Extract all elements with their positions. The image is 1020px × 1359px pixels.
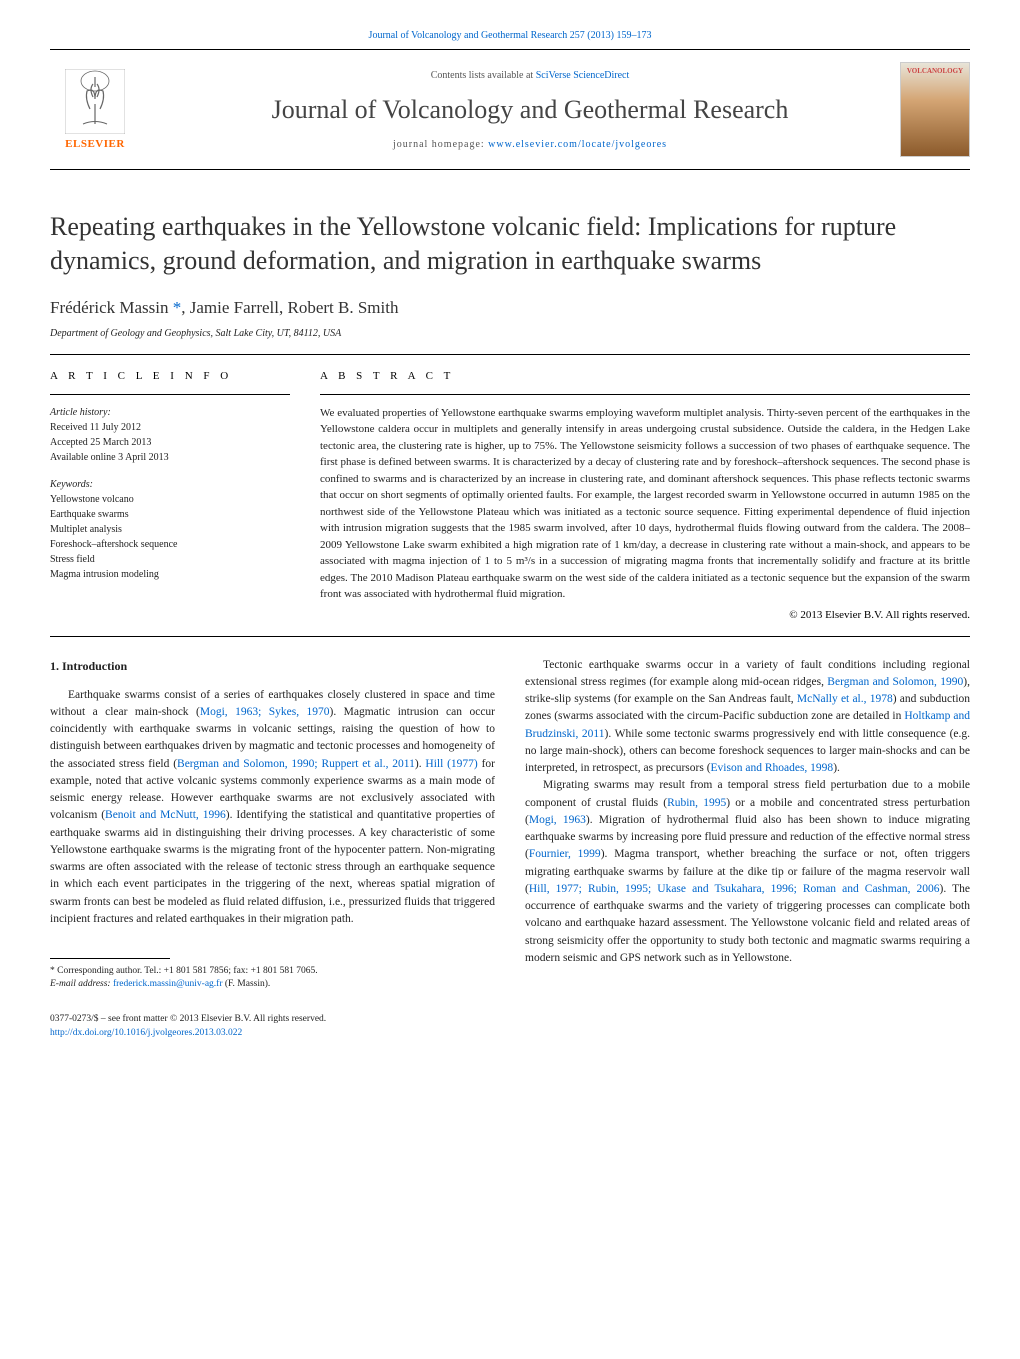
citation-link[interactable]: Mogi, 1963 bbox=[529, 814, 586, 826]
homepage-url[interactable]: www.elsevier.com/locate/jvolgeores bbox=[488, 139, 667, 150]
journal-ref-anchor[interactable]: Journal of Volcanology and Geothermal Re… bbox=[369, 30, 652, 41]
corresponding-author-line: * Corresponding author. Tel.: +1 801 581… bbox=[50, 965, 495, 978]
text-span: ). bbox=[415, 758, 426, 770]
journal-cover-thumb: VOLCANOLOGY bbox=[900, 62, 970, 157]
homepage-prefix: journal homepage: bbox=[393, 139, 488, 150]
accepted-date: Accepted 25 March 2013 bbox=[50, 435, 290, 450]
keyword-item: Earthquake swarms bbox=[50, 507, 290, 522]
citation-link[interactable]: Mogi, 1963; Sykes, 1970 bbox=[200, 706, 330, 718]
journal-homepage: journal homepage: www.elsevier.com/locat… bbox=[160, 139, 900, 150]
elsevier-tree-icon bbox=[65, 69, 125, 134]
publisher-logo: ELSEVIER bbox=[50, 62, 140, 157]
author-1: Frédérick Massin bbox=[50, 298, 173, 317]
doi-link[interactable]: http://dx.doi.org/10.1016/j.jvolgeores.2… bbox=[50, 1028, 242, 1038]
info-divider bbox=[50, 394, 290, 395]
divider-top bbox=[50, 354, 970, 355]
corresponding-footnote: * Corresponding author. Tel.: +1 801 581… bbox=[50, 965, 495, 992]
article-history: Article history: Received 11 July 2012 A… bbox=[50, 405, 290, 465]
article-title: Repeating earthquakes in the Yellowstone… bbox=[50, 210, 970, 278]
right-column: Tectonic earthquake swarms occur in a va… bbox=[525, 657, 970, 1041]
received-date: Received 11 July 2012 bbox=[50, 420, 290, 435]
keyword-item: Foreshock–aftershock sequence bbox=[50, 537, 290, 552]
sciencedirect-link[interactable]: SciVerse ScienceDirect bbox=[536, 70, 630, 81]
available-date: Available online 3 April 2013 bbox=[50, 450, 290, 465]
keyword-item: Yellowstone volcano bbox=[50, 492, 290, 507]
issn-line: 0377-0273/$ – see front matter © 2013 El… bbox=[50, 1012, 495, 1026]
bottom-matter: 0377-0273/$ – see front matter © 2013 El… bbox=[50, 1012, 495, 1041]
abstract-heading: A B S T R A C T bbox=[320, 370, 970, 382]
citation-link[interactable]: Rubin, 1995 bbox=[667, 797, 726, 809]
abstract-divider bbox=[320, 394, 970, 395]
email-label: E-mail address: bbox=[50, 979, 113, 989]
citation-link[interactable]: Hill, 1977; Rubin, 1995; Ukase and Tsuka… bbox=[529, 883, 940, 895]
citation-link[interactable]: McNally et al., 1978 bbox=[797, 693, 893, 705]
body-columns: 1. Introduction Earthquake swarms consis… bbox=[50, 657, 970, 1041]
keywords-label: Keywords: bbox=[50, 477, 290, 492]
header-box: ELSEVIER Contents lists available at Sci… bbox=[50, 49, 970, 170]
intro-paragraph-1: Earthquake swarms consist of a series of… bbox=[50, 687, 495, 929]
abstract-text: We evaluated properties of Yellowstone e… bbox=[320, 405, 970, 603]
journal-reference-link: Journal of Volcanology and Geothermal Re… bbox=[50, 30, 970, 41]
contents-listing: Contents lists available at SciVerse Sci… bbox=[160, 70, 900, 81]
info-abstract-row: A R T I C L E I N F O Article history: R… bbox=[50, 370, 970, 621]
citation-link[interactable]: Benoit and McNutt, 1996 bbox=[105, 809, 226, 821]
email-suffix: (F. Massin). bbox=[223, 979, 271, 989]
history-label: Article history: bbox=[50, 405, 290, 420]
affiliation: Department of Geology and Geophysics, Sa… bbox=[50, 328, 970, 339]
header-center: Contents lists available at SciVerse Sci… bbox=[160, 70, 900, 150]
citation-link[interactable]: Evison and Rhoades, 1998 bbox=[711, 762, 834, 774]
citation-link[interactable]: Bergman and Solomon, 1990 bbox=[827, 676, 963, 688]
authors: Frédérick Massin *, Jamie Farrell, Rober… bbox=[50, 298, 970, 318]
citation-link[interactable]: Fournier, 1999 bbox=[529, 848, 601, 860]
citation-link[interactable]: Bergman and Solomon, 1990; Ruppert et al… bbox=[177, 758, 415, 770]
cover-text: VOLCANOLOGY bbox=[901, 67, 969, 75]
text-span: ). Identifying the statistical and quant… bbox=[50, 809, 495, 925]
journal-title: Journal of Volcanology and Geothermal Re… bbox=[160, 95, 900, 125]
keywords-block: Keywords: Yellowstone volcano Earthquake… bbox=[50, 477, 290, 582]
intro-title: 1. Introduction bbox=[50, 657, 495, 675]
keyword-item: Multiplet analysis bbox=[50, 522, 290, 537]
copyright: © 2013 Elsevier B.V. All rights reserved… bbox=[320, 609, 970, 621]
divider-bottom bbox=[50, 636, 970, 637]
contents-prefix: Contents lists available at bbox=[431, 70, 536, 81]
footnote-divider bbox=[50, 958, 170, 959]
keyword-item: Magma intrusion modeling bbox=[50, 567, 290, 582]
text-span: ). bbox=[833, 762, 840, 774]
right-paragraph-2: Migrating swarms may result from a tempo… bbox=[525, 777, 970, 967]
article-info: A R T I C L E I N F O Article history: R… bbox=[50, 370, 290, 621]
email-link[interactable]: frederick.massin@univ-ag.fr bbox=[113, 979, 223, 989]
email-line: E-mail address: frederick.massin@univ-ag… bbox=[50, 978, 495, 991]
abstract-column: A B S T R A C T We evaluated properties … bbox=[320, 370, 970, 621]
corresponding-star[interactable]: * bbox=[173, 298, 182, 317]
article-info-heading: A R T I C L E I N F O bbox=[50, 370, 290, 382]
keyword-item: Stress field bbox=[50, 552, 290, 567]
citation-link[interactable]: Hill (1977) bbox=[425, 758, 477, 770]
publisher-name: ELSEVIER bbox=[65, 138, 125, 150]
left-column: 1. Introduction Earthquake swarms consis… bbox=[50, 657, 495, 1041]
authors-rest: , Jamie Farrell, Robert B. Smith bbox=[181, 298, 398, 317]
right-paragraph-1: Tectonic earthquake swarms occur in a va… bbox=[525, 657, 970, 778]
